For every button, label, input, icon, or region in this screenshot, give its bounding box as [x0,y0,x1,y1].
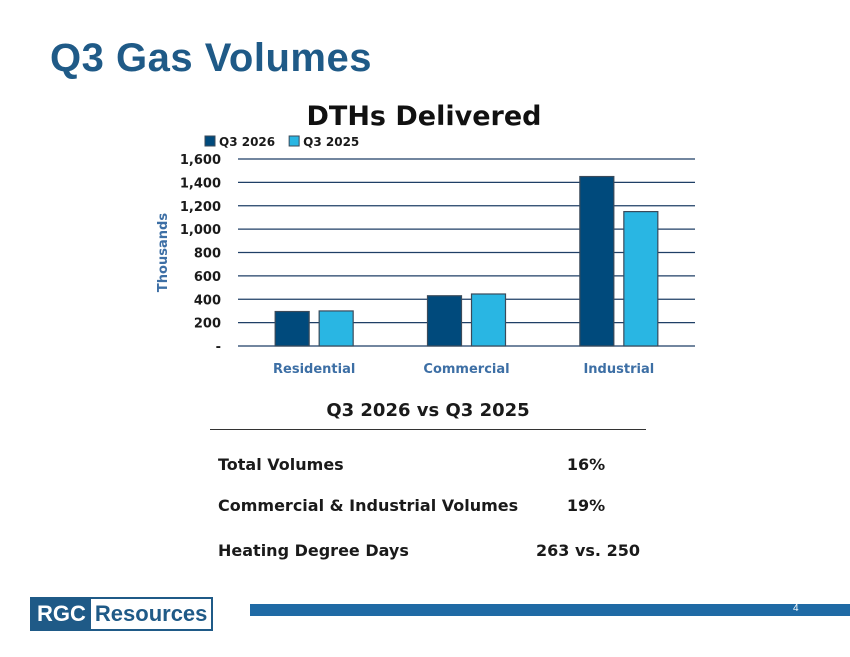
legend-label: Q3 2026 [219,135,275,149]
legend-swatch [288,135,300,147]
summary-divider [210,429,646,430]
bar-industrial-q3-2025 [623,210,659,347]
logo-text-resources: Resources [90,599,212,629]
bar-commercial-q3-2025 [470,293,507,347]
x-axis-categories: Residential Commercial Industrial [273,362,654,377]
y-axis-label: Thousands [156,213,171,292]
summary-row-value: 19% [566,496,606,515]
y-tick-label: 1,600 [180,153,221,168]
summary-row-commercial-industrial: Commercial & Industrial Volumes 19% [218,496,648,520]
x-category-label: Commercial [423,362,509,377]
y-tick-label: 1,400 [180,176,221,191]
chart-gridlines [238,158,695,347]
legend-label: Q3 2025 [303,135,359,149]
y-tick-label: 600 [194,270,221,285]
page-number: 4 [793,603,799,614]
y-tick-label: 400 [194,293,221,308]
footer-bar [250,604,850,616]
logo-text-rgc: RGC [32,599,91,629]
x-category-label: Industrial [583,362,654,377]
bar-industrial-q3-2026 [579,175,615,347]
summary-row-heating-degree-days: Heating Degree Days 263 vs. 250 [218,541,648,565]
summary-row-label: Heating Degree Days [218,541,409,560]
summary-row-label: Commercial & Industrial Volumes [218,496,519,515]
bar-residential-q3-2025 [318,310,354,347]
x-category-label: Residential [273,362,355,377]
y-tick-label: 1,000 [180,223,221,238]
y-tick-label: 200 [194,317,221,332]
chart-title: DTHs Delivered [307,101,542,132]
y-axis-ticks: - 200 400 600 800 1,000 1,200 1,400 1,600 [180,153,221,355]
bar-residential-q3-2026 [274,310,310,347]
legend-swatch [204,135,216,147]
summary-row-label: Total Volumes [218,455,344,474]
rgc-resources-logo: RGC Resources [30,597,214,631]
slide-title: Q3 Gas Volumes [50,36,372,80]
bar-chart: DTHs Delivered Q3 2026 Q3 2025 - 200 400 600… [156,101,695,377]
y-tick-label: 800 [194,247,221,262]
summary-title: Q3 2026 vs Q3 2025 [326,400,530,421]
summary-row-value: 16% [566,455,606,474]
y-tick-label: 1,200 [180,200,221,215]
summary-row-total-volumes: Total Volumes 16% [218,455,648,479]
y-tick-label: - [216,340,221,355]
bar-commercial-q3-2026 [426,295,463,347]
chart-bars [274,175,659,347]
chart-legend: Q3 2026 Q3 2025 [204,135,359,149]
summary-row-value: 263 vs. 250 [536,541,640,560]
